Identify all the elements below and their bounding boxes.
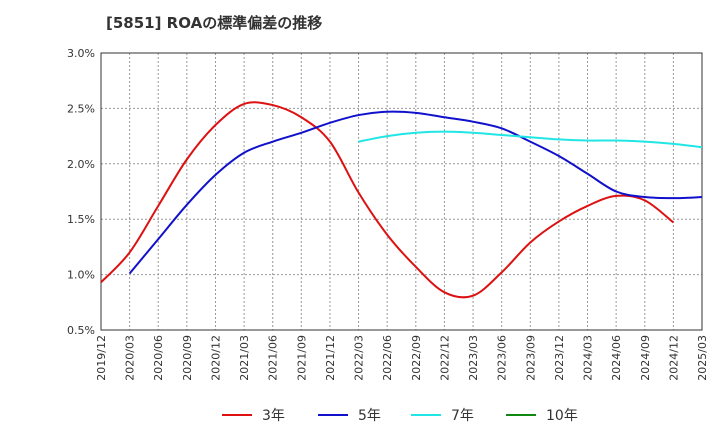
chart-title: [5851] ROAの標準偏差の推移 [106,14,323,32]
x-tick-label: 2020/12 [209,335,222,381]
legend-item-5y: 5年 [318,406,381,424]
x-tick-label: 2024/09 [639,335,652,381]
y-axis-ticks: 0.5% 1.0% 1.5% 2.0% 2.5% 3.0% [67,47,95,337]
x-tick-label: 2021/12 [324,335,337,381]
y-tick-label: 3.0% [67,47,95,60]
x-tick-label: 2023/03 [467,335,480,381]
x-tick-label: 2023/09 [524,335,537,381]
x-tick-label: 2023/06 [496,335,509,381]
legend-label-7y: 7年 [451,408,474,424]
x-tick-label: 2024/06 [610,335,623,381]
legend-item-3y: 3年 [222,406,285,424]
series-line-0 [100,101,675,299]
y-tick-label: 1.5% [67,213,95,226]
series-line-2 [358,130,703,149]
x-tick-label: 2021/06 [267,335,280,381]
x-tick-label: 2022/03 [353,335,366,381]
x-tick-label: 2022/12 [438,335,451,381]
legend-item-10y: 10年 [506,406,578,424]
grid-lines [101,53,702,330]
y-tick-label: 0.5% [67,324,95,337]
x-tick-label: 2023/12 [553,335,566,381]
legend-swatch-7y [411,414,441,416]
series-line-1 [128,110,703,275]
x-tick-label: 2025/03 [696,335,709,381]
x-tick-label: 2020/06 [152,335,165,381]
series-lines [100,101,703,299]
legend-swatch-3y [222,414,252,416]
legend-swatch-10y [506,414,536,416]
x-tick-label: 2019/12 [95,335,108,381]
x-tick-label: 2020/09 [181,335,194,381]
x-tick-label: 2022/09 [410,335,423,381]
x-tick-label: 2022/06 [381,335,394,381]
x-tick-label: 2020/03 [124,335,137,381]
legend-swatch-5y [318,414,348,416]
legend-label-5y: 5年 [358,408,381,424]
legend-item-7y: 7年 [411,406,474,424]
x-tick-label: 2021/09 [295,335,308,381]
y-tick-label: 2.0% [67,158,95,171]
y-tick-label: 1.0% [67,269,95,282]
x-axis-ticks: 2019/12 2020/03 2020/06 2020/09 2020/12 2021/… [95,335,709,381]
legend-label-3y: 3年 [262,408,285,424]
y-tick-label: 2.5% [67,102,95,115]
plot-frame [100,52,703,331]
x-tick-label: 2024/12 [667,335,680,381]
x-tick-label: 2024/03 [582,335,595,381]
legend-label-10y: 10年 [546,408,578,424]
x-tick-label: 2021/03 [238,335,251,381]
legend: 3年 5年 7年 10年 [0,398,720,432]
